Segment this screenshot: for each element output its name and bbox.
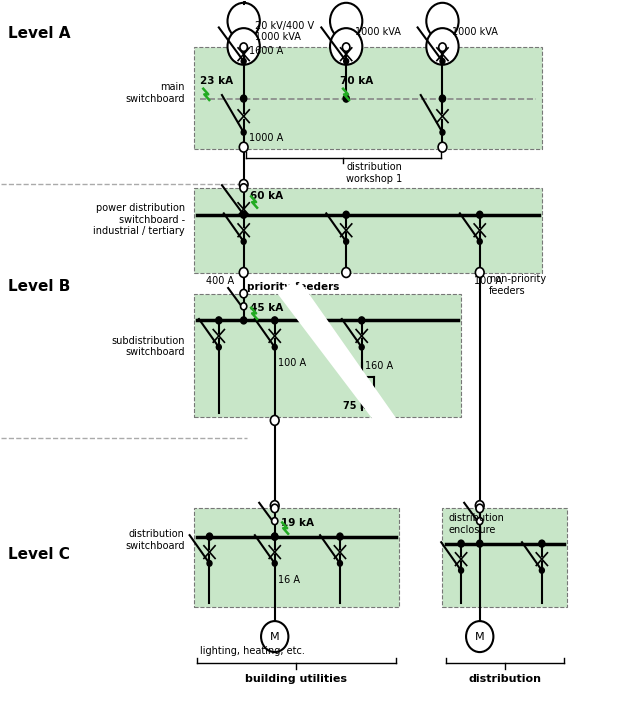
Circle shape [359,344,364,350]
Circle shape [539,568,544,573]
Circle shape [330,3,363,40]
Circle shape [439,95,446,102]
Text: 16 A: 16 A [278,575,300,585]
Text: Level A: Level A [7,25,70,40]
Circle shape [228,3,260,40]
Bar [194,188,542,272]
Circle shape [241,59,246,64]
Text: power distribution
switchboard -
industrial / tertiary: power distribution switchboard - industr… [93,203,185,236]
Text: 100 A: 100 A [474,276,502,286]
Text: M: M [475,631,485,641]
Circle shape [426,3,459,40]
Circle shape [240,267,248,277]
Text: 1000 kVA: 1000 kVA [356,27,401,37]
Text: 1000 A: 1000 A [248,133,283,143]
Circle shape [477,211,483,218]
Circle shape [272,561,277,566]
Circle shape [344,239,349,245]
Circle shape [476,504,484,513]
Circle shape [458,540,464,547]
Circle shape [338,561,343,566]
Circle shape [271,317,278,324]
Text: 160 A: 160 A [365,361,393,371]
Circle shape [477,239,482,245]
Circle shape [342,267,351,277]
Circle shape [337,533,343,540]
Text: 23 kA: 23 kA [200,76,233,86]
Circle shape [359,317,365,324]
Circle shape [477,540,483,547]
Text: 100 A: 100 A [278,358,306,368]
Text: Level C: Level C [7,547,69,561]
Text: priority feeders: priority feeders [246,281,339,291]
Text: 45 kA: 45 kA [250,303,283,312]
Circle shape [240,289,247,298]
Circle shape [272,344,277,350]
Circle shape [440,129,445,135]
Text: 20 kV/400 V
1000 kVA: 20 kV/400 V 1000 kVA [255,21,314,42]
Circle shape [207,533,213,540]
Circle shape [217,344,222,350]
Circle shape [240,142,248,152]
Text: distribution
switchboard: distribution switchboard [125,530,185,551]
Circle shape [539,540,545,547]
Circle shape [261,621,288,652]
Circle shape [343,211,349,218]
Circle shape [241,317,246,324]
Circle shape [241,211,246,218]
Text: M: M [270,631,280,641]
Circle shape [343,95,349,102]
Bar [442,508,567,607]
Circle shape [344,59,349,64]
Circle shape [271,518,278,525]
Circle shape [439,43,446,52]
Circle shape [459,568,464,573]
Text: distribution: distribution [468,674,541,684]
Circle shape [475,501,484,510]
Circle shape [270,416,279,426]
Circle shape [466,621,494,652]
Circle shape [241,129,246,135]
Bar [194,508,399,607]
Circle shape [241,239,246,245]
Circle shape [271,533,278,540]
Text: subdistribution
switchboard: subdistribution switchboard [111,336,185,357]
Text: Level B: Level B [7,279,70,294]
Text: 70 kA: 70 kA [340,76,373,86]
Circle shape [271,504,278,513]
Text: 19 kA: 19 kA [281,518,314,527]
Text: building utilities: building utilities [245,674,348,684]
Text: main
switchboard: main switchboard [125,82,185,104]
Text: 60 kA: 60 kA [250,192,283,201]
Circle shape [330,28,363,65]
Circle shape [216,317,222,324]
Text: 75 kW: 75 kW [343,402,378,411]
Circle shape [343,43,350,52]
Circle shape [240,180,248,189]
Text: non-priority
feeders: non-priority feeders [489,274,546,296]
Text: 400 A: 400 A [207,276,235,286]
Circle shape [240,43,247,52]
Circle shape [241,95,246,102]
Text: distribution
workshop 1: distribution workshop 1 [346,163,402,184]
Circle shape [270,501,279,510]
Circle shape [271,533,278,540]
Text: lighting, heating, etc.: lighting, heating, etc. [200,645,305,655]
Text: distribution
enclosure: distribution enclosure [449,513,505,534]
Text: 1600 A: 1600 A [248,46,283,56]
Circle shape [475,267,484,277]
Circle shape [477,518,483,525]
Circle shape [207,561,212,566]
Circle shape [228,28,260,65]
Bar [194,293,461,417]
Circle shape [241,212,246,218]
Circle shape [438,142,447,152]
Circle shape [240,184,247,192]
Text: 1000 kVA: 1000 kVA [452,27,498,37]
Bar [194,47,542,149]
Circle shape [426,28,459,65]
Circle shape [440,59,445,64]
Circle shape [241,303,246,310]
